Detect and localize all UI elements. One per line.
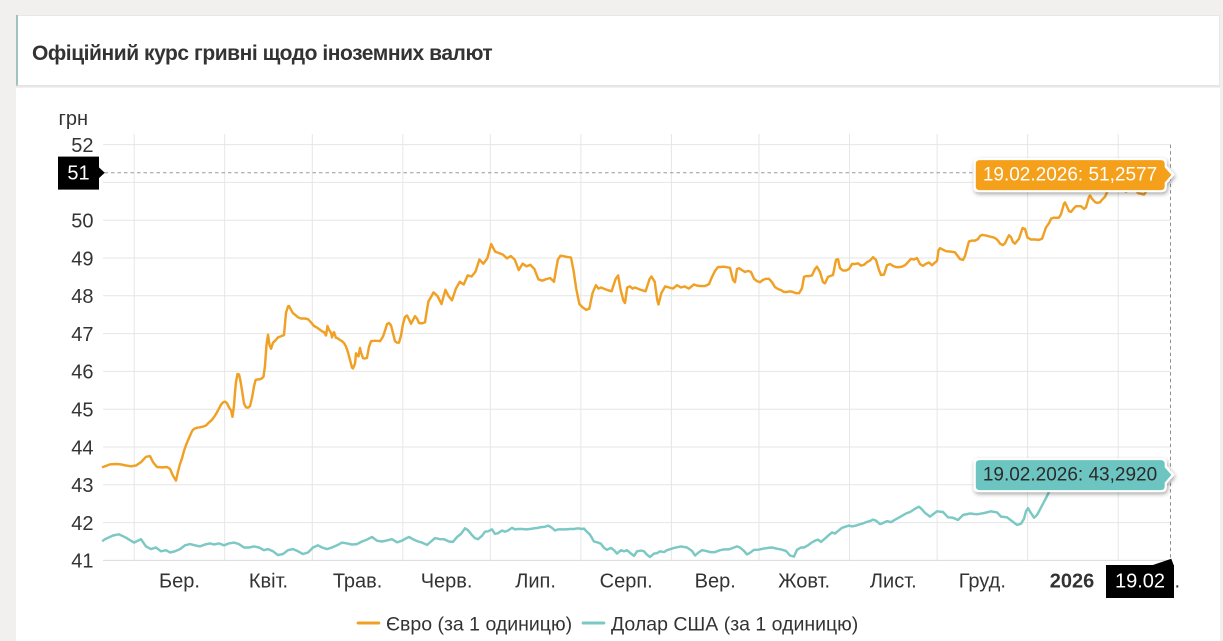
svg-text:Трав.: Трав.	[333, 570, 383, 592]
svg-text:19.02.2026: 51,2577: 19.02.2026: 51,2577	[983, 165, 1157, 186]
svg-text:Лип.: Лип.	[515, 570, 556, 592]
svg-text:Груд.: Груд.	[959, 570, 1006, 592]
svg-text:Офіційний курс гривні щодо іно: Офіційний курс гривні щодо іноземних вал…	[32, 42, 492, 65]
svg-text:51: 51	[67, 163, 89, 185]
svg-text:Лист.: Лист.	[870, 570, 917, 592]
svg-text:Серп.: Серп.	[600, 570, 653, 592]
svg-text:2026: 2026	[1050, 570, 1095, 592]
svg-text:48: 48	[71, 286, 93, 308]
svg-text:Долар США (за 1 одиницю): Долар США (за 1 одиницю)	[611, 614, 858, 636]
svg-text:19.02.2026: 43,2920: 19.02.2026: 43,2920	[983, 465, 1157, 486]
svg-text:Жовт.: Жовт.	[778, 570, 830, 592]
svg-text:43: 43	[71, 475, 93, 497]
svg-text:49: 49	[71, 248, 93, 270]
svg-text:Бер.: Бер.	[159, 570, 200, 592]
svg-text:19.02: 19.02	[1115, 571, 1165, 593]
svg-text:46: 46	[71, 362, 93, 384]
svg-text:44: 44	[71, 437, 93, 459]
svg-text:42: 42	[71, 513, 93, 535]
svg-text:грн: грн	[59, 108, 88, 130]
svg-text:50: 50	[71, 211, 93, 233]
svg-text:Євро (за 1 одиницю): Євро (за 1 одиницю)	[386, 614, 572, 636]
svg-text:47: 47	[71, 324, 93, 346]
svg-text:Квіт.: Квіт.	[249, 570, 288, 592]
svg-text:45: 45	[71, 400, 93, 422]
svg-text:Вер.: Вер.	[695, 570, 736, 592]
svg-text:.: .	[1175, 570, 1181, 592]
svg-text:52: 52	[71, 135, 93, 157]
svg-text:41: 41	[71, 551, 93, 573]
svg-text:Черв.: Черв.	[421, 570, 473, 592]
